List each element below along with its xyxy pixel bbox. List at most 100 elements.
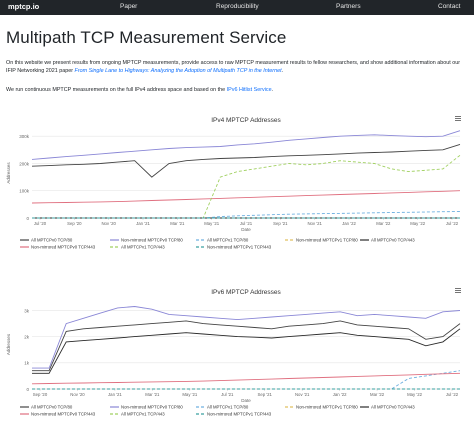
legend-label: Non-mirrored MPTCPv1 TCP/80 [296,238,358,243]
x-tick-label: Jul '22 [446,221,459,226]
chart-title: IPv6 MPTCP Addresses [211,289,281,296]
legend-label: All MPTCPv0 TCP/80 [31,238,73,243]
ipv4-chart: IPv4 MPTCP Addresses 0 100k 200k 300k Jul '20… [6,116,461,250]
legend-label: Non-mirrored MPTCPv0 TCP/443 [31,245,96,250]
legend-item[interactable]: All MPTCPv0 TCP/443 [360,238,415,243]
legend-label: All MPTCPv1 TCP/443 [121,245,165,250]
x-tick-label: Jan '22 [333,392,347,397]
menu-icon-bar [455,120,461,121]
chart-title: IPv4 MPTCP Addresses [211,117,281,124]
legend-item[interactable]: Non-mirrored MPTCPv0 TCP/443 [20,412,96,417]
menu-icon-bar [455,118,461,119]
x-axis-label: Date [241,227,251,232]
x-tick-label: Jan '22 [342,221,356,226]
y-tick-label: 0 [26,387,29,392]
paper-link[interactable]: From Single Lane to Highways: Analyzing … [74,68,282,75]
y-tick-label: 0 [26,216,29,221]
x-tick-label: Sep '21 [273,221,288,226]
legend-item[interactable]: All MPTCPv0 TCP/80 [20,405,73,410]
x-tick-label: Jul '20 [34,221,47,226]
legend-label: Non-mirrored MPTCPv1 TCP/443 [207,245,272,250]
intro-text: On this website we present results from … [6,60,461,75]
y-tick-label: 3k [24,308,30,313]
hamburger-icon[interactable] [455,288,461,293]
y-tick-label: 300k [19,134,30,139]
legend-label: Non-mirrored MPTCPv1 TCP/80 [296,405,358,410]
legend-item[interactable]: Non-mirrored MPTCPv1 TCP/443 [196,412,272,417]
series-line [32,211,461,219]
legend-label: Non-mirrored MPTCPv0 TCP/80 [121,238,183,243]
x-axis-label: Date [241,398,251,403]
series-line [31,130,461,160]
y-tick-label: 2k [24,334,30,339]
series-line [32,154,461,219]
legend-item[interactable]: Non-mirrored MPTCPv0 TCP/80 [110,405,183,410]
legend-item[interactable]: Non-mirrored MPTCPv1 TCP/80 [285,405,358,410]
hitlist-link[interactable]: IPv6 Hitlist Service [226,87,272,93]
legend-label: Non-mirrored MPTCPv0 TCP/443 [31,412,96,417]
hitlist-end: . [271,87,274,93]
x-tick-label: Mar '22 [376,221,391,226]
x-tick-label: May '22 [407,392,423,397]
legend-item[interactable]: All MPTCPv1 TCP/80 [196,238,249,243]
brand-logo[interactable]: mptcp.io [8,2,40,11]
legend-label: All MPTCPv1 TCP/80 [207,405,249,410]
series-line [31,143,461,178]
menu-icon-bar [455,290,461,291]
legend-item[interactable]: Non-mirrored MPTCPv0 TCP/80 [110,238,183,243]
x-tick-label: Jan '21 [108,392,122,397]
series-line [32,306,461,369]
intro-end: . [281,68,284,75]
legend-item[interactable]: Non-mirrored MPTCPv0 TCP/443 [20,245,96,250]
ipv6-chart: IPv6 MPTCP Addresses 0 1k 2k 3k Sep '20 Nov '2… [6,288,461,417]
series-line [31,190,461,204]
y-tick-label: 1k [24,361,30,366]
x-tick-label: Nov '20 [101,221,116,226]
x-tick-label: Jul '21 [240,221,253,226]
legend-item[interactable]: Non-mirrored MPTCPv1 TCP/80 [285,238,358,243]
x-tick-label: Mar '22 [370,392,385,397]
x-tick-label: May '22 [410,221,426,226]
x-tick-label: Nov '21 [295,392,310,397]
legend-item[interactable]: All MPTCPv1 TCP/443 [110,412,165,417]
x-tick-label: Nov '21 [307,221,322,226]
x-tick-label: Nov '20 [70,392,85,397]
x-tick-label: Jan '21 [136,221,150,226]
nav-link-contact[interactable]: Contact [438,3,461,10]
y-tick-label: 200k [19,161,30,166]
y-tick-label: 100k [19,189,30,194]
menu-icon-bar [455,288,461,289]
legend-item[interactable]: All MPTCPv1 TCP/443 [110,245,165,250]
menu-icon-bar [455,292,461,293]
y-axis-label: Addresses [6,162,11,184]
y-axis-label: Addresses [6,333,11,355]
x-tick-label: Sep '20 [67,221,82,226]
nav-link-reproducibility[interactable]: Reproducibility [216,3,259,10]
nav-link-partners[interactable]: Partners [336,3,361,10]
legend-label: All MPTCPv1 TCP/80 [207,238,249,243]
nav-link-paper[interactable]: Paper [120,3,138,10]
legend-label: Non-mirrored MPTCPv0 TCP/80 [121,405,183,410]
series-line [32,320,461,372]
x-tick-label: Sep '20 [33,392,48,397]
legend-item[interactable]: All MPTCPv0 TCP/443 [360,405,415,410]
x-tick-label: May '21 [182,392,198,397]
x-tick-label: Sep '21 [258,392,273,397]
legend-item[interactable]: All MPTCPv0 TCP/80 [20,238,73,243]
menu-icon-bar [455,116,461,117]
legend-item[interactable]: Non-mirrored MPTCPv1 TCP/443 [196,245,272,250]
legend-label: All MPTCPv0 TCP/80 [31,405,73,410]
x-tick-label: Jul '21 [221,392,234,397]
hitlist-paragraph: We run continuous MPTCP measurements on … [6,86,468,94]
x-tick-label: Jul '22 [446,392,459,397]
top-navbar: mptcp.io Paper Reproducibility Partners … [0,0,474,15]
legend-label: All MPTCPv0 TCP/443 [371,405,415,410]
series-line [31,372,461,385]
legend-item[interactable]: All MPTCPv1 TCP/80 [196,405,249,410]
x-tick-label: May '21 [204,221,220,226]
x-tick-label: Mar '21 [170,221,185,226]
hitlist-text: We run continuous MPTCP measurements on … [6,87,227,93]
hamburger-icon[interactable] [455,116,461,121]
page-title: Multipath TCP Measurement Service [6,28,287,47]
x-tick-label: Mar '21 [145,392,160,397]
